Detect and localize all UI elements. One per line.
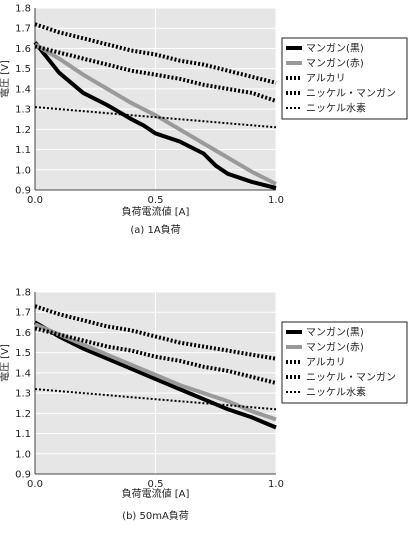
y-axis-label: 電圧 [V]: [0, 344, 11, 382]
y-axis-label: 電圧 [V]: [0, 60, 11, 98]
series-line-4: [34, 106, 277, 129]
y-tick-label: 1.6: [15, 328, 31, 339]
legend-label: ニッケル・マンガン: [306, 88, 396, 100]
x-axis-label: 負荷電流値 [A]: [122, 205, 190, 218]
y-tick-label: 0.9: [15, 186, 31, 197]
legend-label: ニッケル・マンガン: [306, 372, 396, 384]
y-tick-label: 1.6: [15, 44, 31, 55]
y-tick-label: 1.3: [15, 389, 31, 400]
x-tick-label: 0.5: [148, 479, 164, 490]
y-tick-label: 1.8: [15, 288, 31, 299]
x-tick-label: 0.0: [27, 195, 43, 206]
series-line-3: [34, 22, 277, 85]
legend-label: マンガン(黒): [306, 327, 364, 339]
y-tick-label: 0.9: [15, 470, 31, 481]
x-tick-label: 1.0: [268, 195, 284, 206]
legend-label: マンガン(赤): [306, 58, 364, 70]
x-tick-label: 1.0: [268, 479, 284, 490]
y-tick-label: 1.8: [15, 4, 31, 15]
y-tick-label: 1.1: [15, 429, 31, 440]
y-tick-label: 1.7: [15, 24, 31, 35]
y-tick-label: 1.5: [15, 64, 31, 75]
series-line-1: [34, 322, 277, 422]
chart-b: 0.9 1.0 1.1 1.2 1.3 1.4 1.5 1.6 1.7 1.8 0.0 0.5 1.0 電…: [0, 288, 408, 522]
y-tick-label: 1.5: [15, 348, 31, 359]
series-line-0: [33, 320, 277, 430]
y-tick-label: 1.4: [15, 84, 31, 95]
series-line-2: [34, 326, 277, 385]
chart-a: 0.9 1.0 1.1 1.2 1.3 1.4 1.5 1.6 1.7 1.8 0.0 0.5 1.0 電…: [0, 4, 408, 236]
legend-label: マンガン(赤): [306, 342, 364, 354]
series-line-2: [34, 44, 277, 103]
series-line-0: [33, 41, 277, 190]
y-tick-label: 1.4: [15, 368, 31, 379]
x-tick-label: 0.0: [27, 479, 43, 490]
legend-label: ニッケル水素: [306, 386, 366, 399]
x-axis-label: 負荷電流値 [A]: [122, 487, 190, 500]
legend-box: [281, 37, 408, 120]
y-tick-label: 1.1: [15, 145, 31, 156]
series-line-4: [34, 388, 277, 411]
y-tick-label: 1.3: [15, 105, 31, 116]
series-line-3: [34, 304, 277, 361]
y-tick-label: 1.7: [15, 308, 31, 319]
y-tick-label: 1.2: [15, 125, 31, 136]
x-tick-label: 0.5: [148, 195, 164, 206]
y-tick-label: 1.0: [15, 449, 31, 460]
chart-caption: (b) 50mA負荷: [122, 510, 189, 522]
series-line-1: [33, 42, 277, 186]
chart-caption: (a) 1A負荷: [130, 224, 180, 236]
legend-box: [281, 321, 408, 404]
legend-label: アルカリ: [306, 357, 346, 369]
y-tick-label: 1.0: [15, 165, 31, 176]
legend-label: ニッケル水素: [306, 102, 366, 115]
y-tick-label: 1.2: [15, 409, 31, 420]
legend-label: マンガン(黒): [306, 43, 364, 55]
legend-label: アルカリ: [306, 73, 346, 85]
